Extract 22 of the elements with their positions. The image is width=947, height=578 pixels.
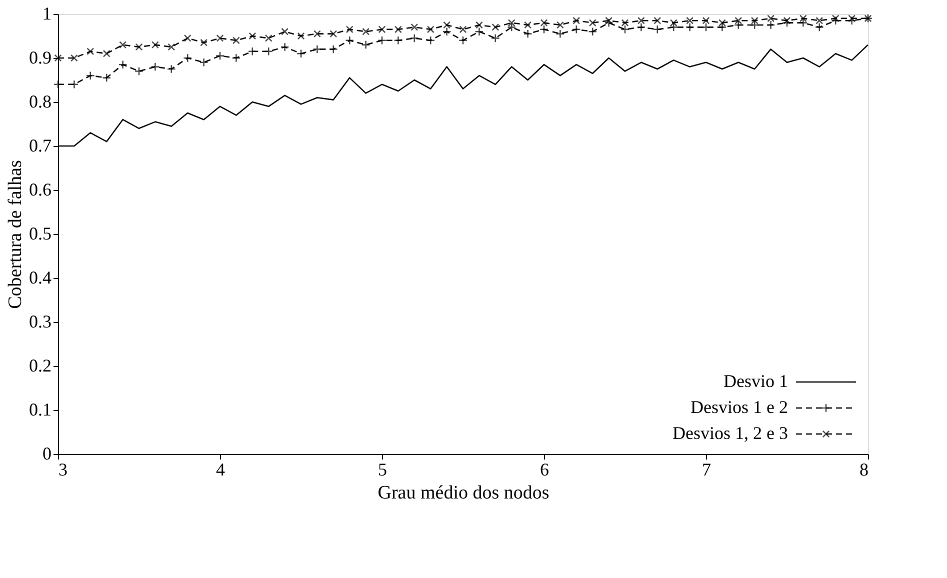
y-tick-label: 0.3 (29, 312, 52, 332)
y-tick-label: 0.8 (29, 92, 52, 112)
y-tick-label: 0.9 (29, 48, 52, 68)
y-tick-label: 0 (42, 444, 52, 464)
legend-label: Desvio 1 (724, 371, 788, 391)
legend-label: Desvios 1 e 2 (690, 397, 788, 417)
x-axis-title: Grau médio dos nodos (378, 482, 550, 504)
y-tick-label: 0.1 (29, 400, 52, 420)
x-tick-label: 4 (216, 460, 225, 480)
y-tick-label: 1 (42, 4, 52, 24)
legend-label: Desvios 1, 2 e 3 (672, 423, 788, 443)
y-tick-label: 0.2 (29, 356, 52, 376)
x-tick-label: 3 (58, 460, 68, 480)
y-tick-label: 0.4 (29, 268, 52, 288)
x-tick-label: 7 (702, 460, 711, 480)
x-tick-label: 5 (378, 460, 387, 480)
y-tick-label: 0.5 (29, 224, 52, 244)
x-tick-label: 8 (860, 460, 868, 480)
y-tick-label: 0.6 (29, 180, 52, 200)
y-axis-title: Cobertura de falhas (5, 160, 26, 309)
x-tick-label: 6 (540, 460, 549, 480)
y-tick-label: 0.7 (29, 136, 52, 156)
